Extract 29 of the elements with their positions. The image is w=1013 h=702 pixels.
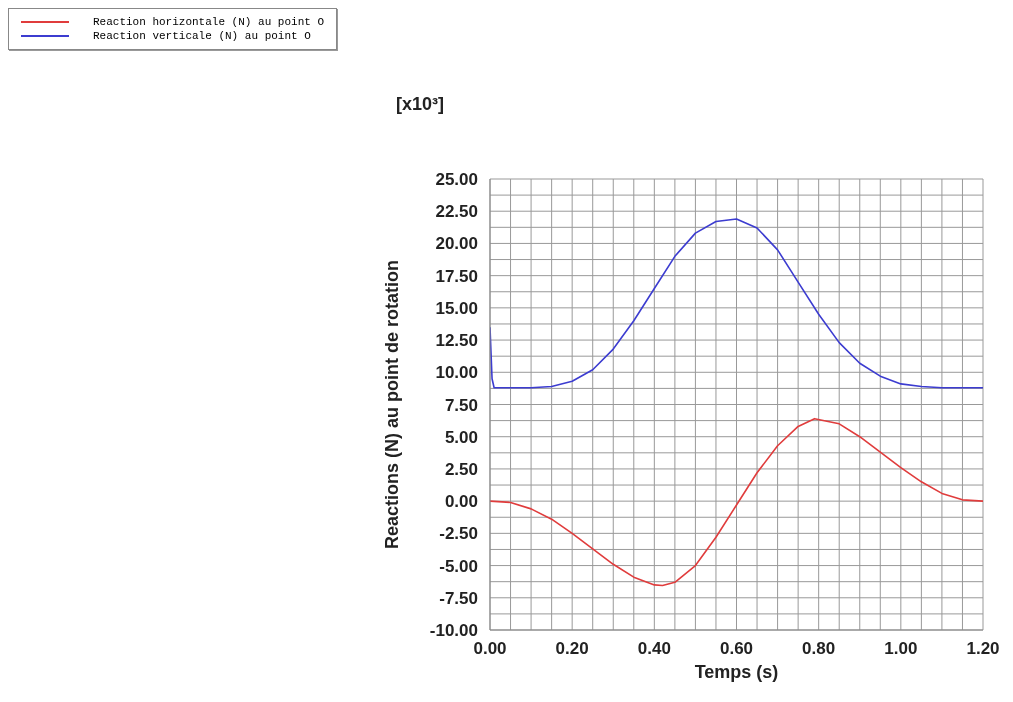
line-series (490, 218, 983, 389)
y-tick-label: 2.50 (444, 459, 478, 479)
legend-label: Reaction verticale (N) au point O (93, 30, 311, 42)
x-tick-label: 0.80 (802, 639, 836, 658)
x-tick-label: 1.20 (966, 639, 1000, 658)
x-axis-title: Temps (s) (694, 662, 779, 682)
x-tick-label: 0.20 (555, 639, 589, 658)
line-series (490, 417, 983, 587)
x-tick-label: 0.40 (637, 639, 671, 658)
x-tick-label: 0.00 (473, 639, 507, 658)
y-tick-label: 15.00 (435, 298, 478, 318)
y-tick-label: 0.00 (444, 492, 478, 512)
y-tick-label: 25.00 (435, 170, 478, 189)
y-tick-label: -2.50 (439, 524, 478, 544)
y-axis-title: Reactions (N) au point de rotation (382, 259, 403, 550)
y-tick-label: -7.50 (439, 588, 478, 608)
y-tick-label: 22.50 (435, 202, 478, 222)
y-tick-label: 12.50 (435, 331, 478, 351)
text: [x10³] (396, 94, 445, 115)
y-tick-label: 17.50 (435, 266, 478, 286)
legend-label: Reaction horizontale (N) au point O (93, 16, 325, 28)
x-tick-label: 1.00 (884, 639, 918, 658)
y-tick-label: -5.00 (439, 556, 478, 576)
y-tick-label: -10.00 (429, 621, 478, 640)
y-tick-label: 20.00 (435, 234, 478, 254)
y-tick-label: 7.50 (444, 395, 478, 415)
x-tick-label: 0.60 (719, 639, 754, 658)
y-tick-label: 10.00 (435, 363, 478, 383)
y-tick-label: 5.00 (444, 427, 478, 447)
